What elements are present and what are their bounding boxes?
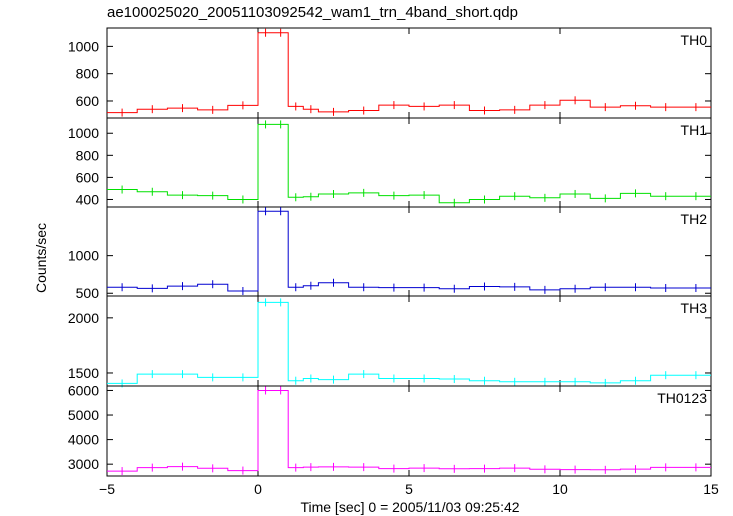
series-line-th3	[107, 301, 711, 384]
y-tick-label: 5000	[68, 407, 99, 423]
y-tick-label: 4000	[68, 432, 99, 448]
y-tick-label: 400	[76, 191, 100, 207]
panel-frame-th0123	[106, 385, 712, 477]
panel-label-th3: TH3	[681, 300, 708, 316]
y-tick-label: 1000	[68, 248, 99, 264]
series-line-th0123	[107, 390, 711, 472]
x-tick-label: 15	[703, 481, 719, 497]
panel-frame-th2	[106, 206, 712, 297]
y-tick-label: 600	[76, 93, 100, 109]
panel-label-th0: TH0	[681, 32, 708, 48]
y-tick-label: 1000	[68, 125, 99, 141]
panel-label-th0123: TH0123	[657, 390, 707, 406]
y-tick-label: 600	[76, 169, 100, 185]
series-line-th1	[107, 123, 711, 204]
x-tick-label: 5	[405, 481, 413, 497]
x-tick-label: 0	[254, 481, 262, 497]
panel-frame-th0	[106, 27, 712, 119]
panels-group: 600 800 1000 TH0 400 600 800 1000 TH1 500 1000 TH2 1…	[68, 27, 719, 497]
panel-label-th1: TH1	[681, 122, 708, 138]
y-tick-label: 1500	[68, 365, 99, 381]
y-tick-label: 500	[76, 285, 100, 301]
panel-label-th2: TH2	[681, 211, 708, 227]
y-tick-label: 2000	[68, 310, 99, 326]
y-tick-label: 6000	[68, 382, 99, 398]
y-tick-label: 1000	[68, 38, 99, 54]
x-axis-label: Time [sec] 0 = 2005/11/03 09:25:42	[300, 499, 519, 515]
x-tick-label: −5	[99, 481, 115, 497]
series-line-th0	[107, 32, 711, 114]
chart-title: ae100025020_20051103092542_wam1_trn_4ban…	[107, 4, 518, 21]
y-tick-label: 800	[76, 66, 100, 82]
x-tick-label: 10	[552, 481, 568, 497]
y-tick-label: 800	[76, 147, 100, 163]
series-line-th2	[107, 210, 711, 292]
y-tick-label: 3000	[68, 456, 99, 472]
panel-frame-th3	[106, 295, 712, 387]
y-axis-label: Counts/sec	[33, 223, 49, 293]
